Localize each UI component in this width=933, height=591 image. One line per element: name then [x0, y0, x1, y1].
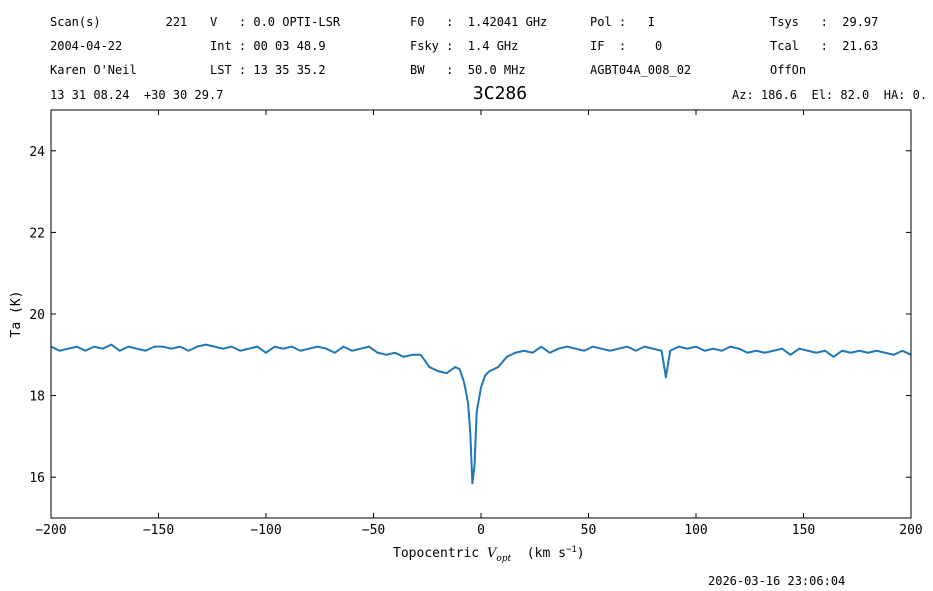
x-label-superscript: −1 [566, 545, 577, 555]
x-label-symbol: V [487, 546, 498, 561]
header-field: Fsky : 1.4 GHz [410, 39, 518, 53]
y-tick-label: 24 [29, 145, 45, 160]
y-tick-label: 20 [29, 308, 45, 323]
x-tick-label: −100 [250, 523, 281, 538]
chart-title: 3C286 [473, 83, 527, 104]
header-field: Pol : I [590, 15, 655, 29]
header-field: IF : 0 [590, 39, 662, 53]
x-label-text: Topocentric [393, 546, 487, 561]
x-label-subscript: opt [496, 554, 511, 564]
x-tick-label: 150 [792, 523, 815, 538]
y-tick-label: 18 [29, 390, 45, 405]
header-field: 2004-04-22 [50, 39, 122, 53]
x-tick-label: 100 [684, 523, 707, 538]
y-tick-label: 22 [29, 226, 45, 241]
header-field: BW : 50.0 MHz [410, 63, 526, 77]
y-tick-label: 16 [29, 471, 45, 486]
x-label-close: ) [577, 546, 585, 561]
x-tick-label: 200 [899, 523, 922, 538]
header-field: LST : 13 35 35.2 [210, 63, 326, 77]
x-tick-label: 50 [581, 523, 597, 538]
position: 13 31 08.24 +30 30 29.7 [50, 88, 223, 102]
y-axis-label: Ta (K) [9, 291, 24, 338]
header-field: V : 0.0 OPTI-LSR [210, 15, 341, 29]
plot-frame [50, 109, 912, 519]
header-field: F0 : 1.42041 GHz [410, 15, 547, 29]
x-tick-label: −50 [362, 523, 385, 538]
pointing: Az: 186.6 El: 82.0 HA: 0. [732, 88, 927, 102]
timestamp: 2026-03-16 23:06:04 [708, 574, 845, 588]
header-field: Int : 00 03 48.9 [210, 39, 326, 53]
x-tick-label: −200 [35, 523, 66, 538]
header-field: Scan(s) 221 [50, 15, 187, 29]
header-field: OffOn [770, 63, 806, 77]
header-field: Tcal : 21.63 [770, 39, 878, 53]
header-field: Tsys : 29.97 [770, 15, 878, 29]
x-tick-label: −150 [143, 523, 174, 538]
header-field: Karen O'Neil [50, 63, 137, 77]
x-tick-label: 0 [477, 523, 485, 538]
spectrum-line [50, 343, 912, 485]
header-field: AGBT04A_008_02 [590, 63, 691, 77]
x-label-unit: (km s [511, 546, 566, 561]
x-axis-label: Topocentric Vopt (km s−1) [354, 545, 608, 564]
